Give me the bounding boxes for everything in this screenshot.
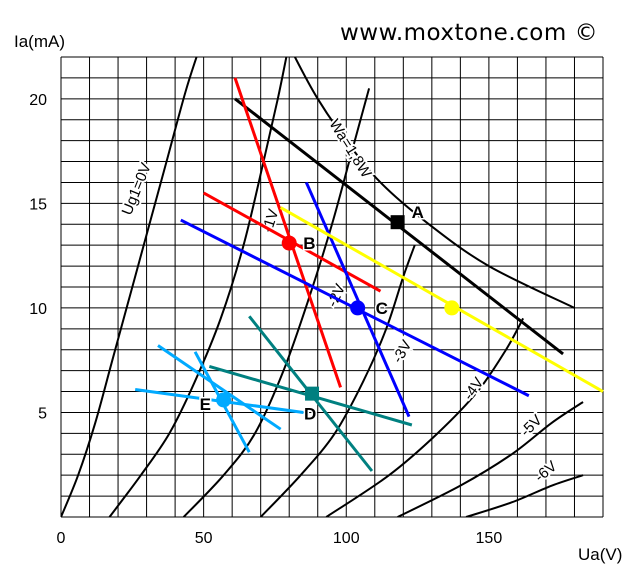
- grid: [60, 56, 604, 518]
- power-curve-label: Wa=1,8W: [325, 116, 375, 181]
- point-label: A: [412, 203, 424, 222]
- curve-label: -6V: [532, 458, 561, 486]
- x-axis-title: Ua(V): [578, 545, 623, 564]
- point-label: C: [376, 299, 388, 318]
- load-line: [233, 77, 342, 388]
- grid-curve: [397, 401, 584, 517]
- tick-labels: 0 50 100 150 5 10 15 20: [29, 92, 502, 547]
- watermark: www.moxtone.com ©: [340, 20, 599, 46]
- y-tick-label: 5: [38, 405, 47, 422]
- grid-curve: [465, 474, 584, 517]
- x-tick-label: 100: [333, 530, 360, 547]
- operating-point: [444, 300, 460, 316]
- grid-curve: [61, 57, 198, 517]
- load-line: [279, 206, 604, 393]
- x-tick-label: 0: [57, 530, 66, 547]
- point-label: D: [304, 405, 316, 424]
- grid-curve: [108, 57, 288, 517]
- grid-curve: [325, 317, 525, 517]
- y-axis-title: Ia(mA): [14, 32, 65, 51]
- operating-point: [216, 392, 232, 408]
- load-line: [304, 181, 411, 418]
- grid-curve: [182, 88, 371, 517]
- operating-point: [350, 300, 366, 316]
- y-tick-label: 15: [29, 196, 47, 213]
- y-tick-label: 20: [29, 92, 47, 109]
- x-tick-label: 50: [195, 530, 213, 547]
- point-label: B: [303, 234, 315, 253]
- point-label: E: [200, 395, 211, 414]
- operating-point: [305, 386, 320, 401]
- power-curve: [293, 57, 575, 309]
- operating-point: [390, 215, 405, 230]
- curve-label: -3V: [389, 337, 415, 366]
- operating-point: [281, 235, 297, 251]
- curve-label: -4V: [460, 375, 487, 404]
- load-line: [157, 344, 282, 431]
- y-tick-label: 10: [29, 301, 47, 318]
- x-tick-label: 150: [476, 530, 503, 547]
- operating-points: A B C D E: [198, 202, 460, 425]
- curve-label: Ug1=0V: [119, 161, 155, 218]
- curve-label: -5V: [517, 412, 546, 441]
